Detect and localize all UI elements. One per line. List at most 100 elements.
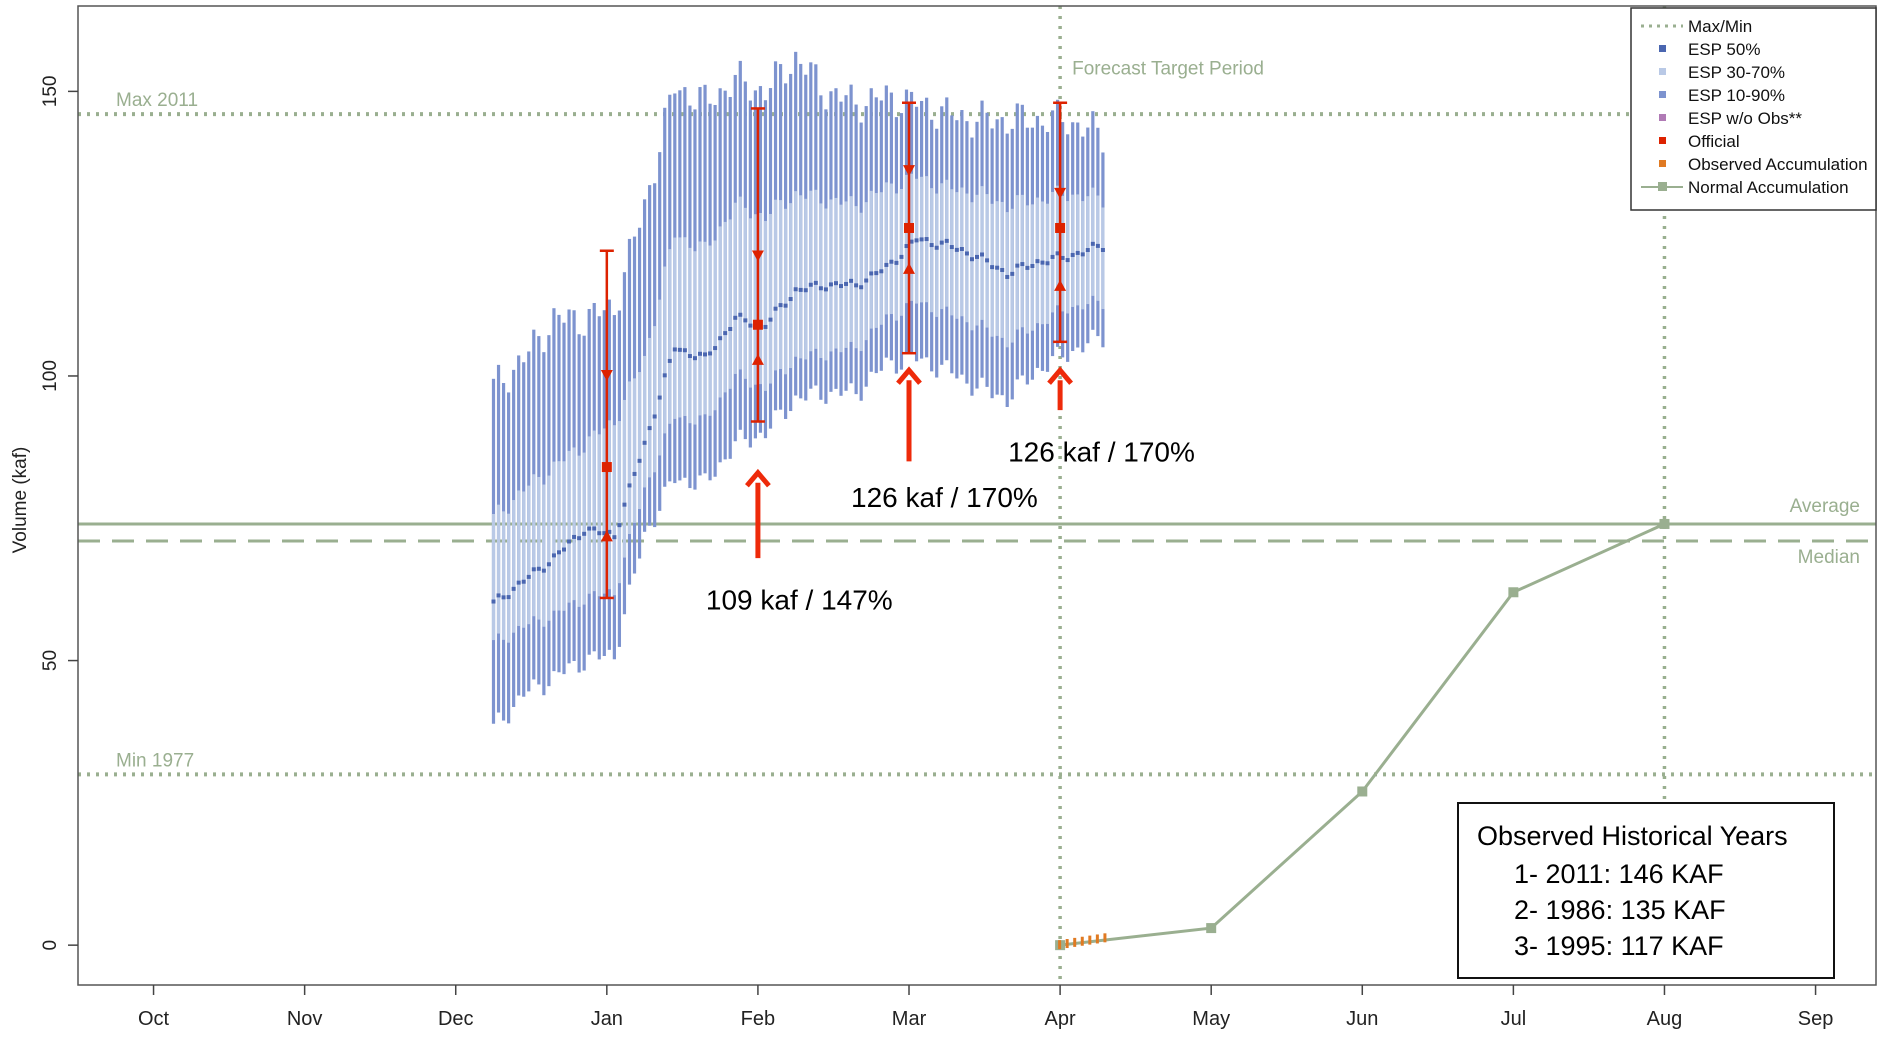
x-tick-label: May (1192, 1008, 1230, 1030)
esp-30-70-bar (577, 455, 581, 607)
esp-30-70-bar (703, 241, 707, 415)
esp-bands (491, 51, 1105, 724)
reference-lines: Max 2011 Min 1977 Average Median Forecast Ta… (78, 6, 1876, 985)
esp-50-point (506, 595, 511, 600)
esp-50-point (708, 351, 713, 356)
esp-30-70-bar (567, 450, 571, 603)
esp-30-70-bar (708, 245, 712, 416)
esp-30-70-bar (930, 188, 934, 313)
esp-50-point (909, 239, 914, 244)
esp-50-point (541, 568, 546, 573)
esp-50-point (828, 282, 833, 287)
official-70-marker (600, 369, 613, 381)
esp-50-point (718, 336, 723, 341)
esp-median-series (491, 237, 1105, 604)
esp-30-70-bar (552, 461, 556, 611)
esp-30-70-bar (1071, 194, 1075, 307)
esp-30-70-bar (557, 461, 561, 611)
esp-50-point (1055, 251, 1060, 256)
esp-50-point (632, 471, 637, 476)
esp-50-point (546, 562, 551, 567)
normal-accumulation-point (1206, 923, 1217, 934)
esp-30-70-bar (829, 199, 833, 352)
axes: Oct Nov Dec Jan Feb Mar Apr May Jun Jul Aug Sep 0 50 1… (40, 5, 1877, 1030)
esp-50-point (682, 348, 687, 353)
esp-30-70-bar (784, 208, 788, 375)
esp-50-point (969, 257, 974, 262)
esp-50-point (728, 326, 733, 331)
x-tick-label: Jan (591, 1008, 623, 1030)
esp-50-point (990, 265, 995, 270)
x-tick-label: Sep (1798, 1008, 1834, 1030)
esp-50-point (773, 306, 778, 311)
esp-50-point (526, 574, 531, 579)
esp-50-point (874, 271, 879, 276)
esp-50-point (677, 347, 682, 352)
esp-50-point (803, 288, 808, 293)
esp-30-70-bar (758, 212, 763, 385)
esp-30-70-bar (632, 378, 637, 523)
esp-50-point (612, 535, 617, 540)
esp-50-point (1030, 263, 1035, 268)
x-tick-label: Jul (1501, 1008, 1527, 1030)
esp-50-point (944, 238, 949, 243)
esp-50-point (1080, 252, 1085, 257)
esp-50-point (562, 547, 567, 552)
esp-30-70-bar (970, 202, 974, 331)
esp-50-point (1070, 252, 1075, 257)
legend-label: Max/Min (1688, 17, 1752, 36)
esp-50-point (849, 278, 854, 283)
target-period-label: Forecast Target Period (1072, 58, 1264, 79)
esp-30-70-bar (532, 474, 536, 617)
legend-swatch (1659, 91, 1666, 98)
esp-30-70-bar (562, 461, 566, 611)
esp-30-70-bar (904, 174, 909, 304)
esp-30-70-bar (879, 192, 883, 325)
esp-50-point (985, 258, 990, 263)
annotation-arrow-head (745, 468, 771, 488)
esp-30-70-bar (743, 207, 747, 379)
info-box-line: 2- 1986: 135 KAF (1514, 895, 1726, 925)
legend-label: ESP w/o Obs** (1688, 109, 1802, 128)
esp-30-70-bar (975, 194, 979, 326)
esp-30-70-bar (854, 206, 858, 349)
esp-50-point (884, 262, 889, 267)
esp-50-point (1060, 255, 1065, 260)
esp-30-70-bar (753, 214, 757, 385)
esp-50-point (894, 260, 899, 265)
esp-30-70-bar (794, 191, 798, 357)
esp-30-70-bar (678, 237, 682, 418)
esp-30-70-bar (542, 484, 546, 627)
esp-50-point (1100, 247, 1105, 252)
esp-30-70-bar (637, 372, 642, 510)
official-70-marker (1054, 187, 1067, 199)
esp-50-point (1015, 263, 1020, 268)
x-tick-label: Nov (287, 1008, 323, 1030)
x-tick-label: Oct (138, 1008, 170, 1030)
esp-30-70-bar (1101, 207, 1105, 310)
esp-50-point (1095, 243, 1100, 248)
esp-50-point (1050, 254, 1055, 259)
y-tick-label: 0 (40, 940, 61, 951)
esp-50-point (798, 287, 803, 292)
esp-50-point (1005, 274, 1010, 279)
esp-30-70-bar (869, 190, 873, 329)
esp-30-70-bar (799, 195, 803, 359)
esp-30-70-bar (990, 203, 994, 337)
x-tick-label: Dec (438, 1008, 474, 1030)
esp-50-point (975, 254, 979, 259)
esp-50-point (491, 599, 496, 604)
esp-50-point (833, 281, 838, 286)
official-70-marker (903, 165, 916, 177)
official-30-marker (1054, 279, 1067, 291)
esp-30-70-bar (864, 202, 868, 341)
esp-50-point (652, 414, 657, 419)
esp-30-70-bar (1020, 194, 1024, 328)
esp-30-70-bar (501, 511, 506, 640)
legend-swatch (1659, 45, 1666, 52)
esp-30-70-bar (582, 452, 586, 605)
annotation-label: 126 kaf / 170% (1008, 436, 1195, 467)
esp-30-70-bar (809, 190, 813, 352)
